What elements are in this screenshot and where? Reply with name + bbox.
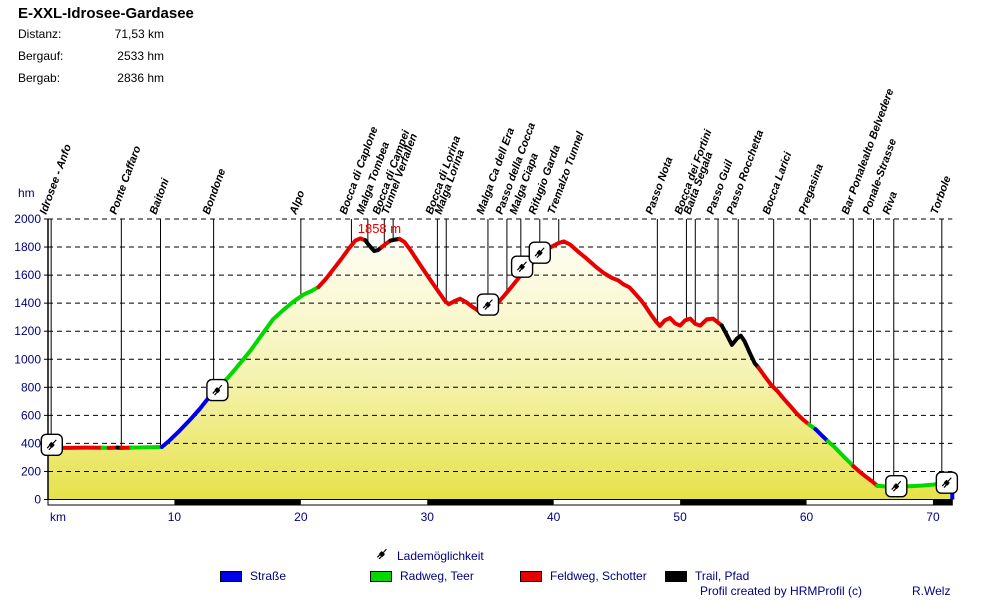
- profile-segment-radweg: [214, 285, 321, 391]
- x-tick-label: 60: [800, 510, 814, 524]
- scale-bar-black-segment: [680, 499, 807, 505]
- footer-credit: Profil created by HRMProfil (c): [700, 584, 863, 598]
- y-tick-label: 1800: [14, 240, 41, 254]
- profile-segment-trail: [363, 238, 384, 253]
- profile-segment-strasse: [813, 427, 830, 444]
- legend-radweg-label: Radweg, Teer: [400, 569, 474, 583]
- charge-plug-glyph: [46, 439, 57, 451]
- strasse-color-swatch: [220, 570, 242, 582]
- stat-ascent-label: Bergauf:: [18, 49, 64, 63]
- x-axis-unit-label: km: [50, 510, 66, 524]
- stat-descent-label: Bergab:: [18, 71, 61, 85]
- y-axis-unit-label: hm: [18, 186, 35, 200]
- profile-segment-feldweg: [756, 365, 812, 427]
- scale-bar-black-segment: [174, 499, 301, 505]
- x-axis-scale-bar: 10 20 30 40 50 60 70: [47, 499, 953, 524]
- y-tick-label: 600: [21, 408, 41, 422]
- charge-plug-glyph: [941, 477, 952, 489]
- charge-plug-icon-svg: [376, 548, 387, 560]
- profile-segment-feldweg: [316, 236, 368, 289]
- charge-icon: [40, 433, 63, 457]
- charge-icon: [476, 293, 500, 316]
- profile-segment-feldweg: [397, 236, 724, 328]
- legend-feldweg-label: Feldweg, Schotter: [550, 569, 647, 583]
- legend-strasse-label: Straße: [250, 569, 287, 583]
- charge-icon: [885, 474, 908, 498]
- charge-points: [40, 241, 959, 498]
- legend-item-strasse: Straße: [220, 569, 286, 583]
- legend-charge: Lademöglichkeit: [373, 545, 484, 566]
- legend-trail-label: Trail, Pfad: [695, 569, 750, 583]
- elevation-area-fill: [48, 238, 953, 500]
- x-tick-label: 20: [294, 510, 308, 524]
- stat-descent: Bergab: 2836 hm: [18, 71, 164, 85]
- scale-bar-black-segment: [427, 499, 554, 505]
- y-axis-ticks: 0 200 400 600 800 1000 1200 1400 1600 1800 2000: [14, 212, 48, 507]
- x-tick-label: 40: [547, 510, 561, 524]
- charge-icon: [935, 471, 959, 494]
- y-tick-label: 800: [21, 380, 41, 394]
- profile-segment-feldweg: [851, 464, 880, 488]
- peak-elevation-label: 1858 m: [358, 221, 401, 236]
- page-title: E-XXL-Idrosee-Gardasee: [18, 5, 194, 22]
- stat-distance: Distanz: 71,53 km: [18, 27, 164, 41]
- scale-bar-black-segment: [932, 499, 953, 505]
- legend-item-radweg: Radweg, Teer: [370, 569, 474, 583]
- charge-plug-glyph: [891, 480, 902, 492]
- charge-plug-glyph: [482, 299, 493, 310]
- y-tick-label: 0: [34, 493, 41, 507]
- y-tick-label: 1400: [14, 296, 41, 310]
- profile-segment-radweg: [129, 445, 164, 450]
- profile-segment-trail: [719, 323, 761, 370]
- charge-plug-glyph: [516, 261, 527, 273]
- stat-ascent: Bergauf: 2533 hm: [18, 49, 164, 63]
- charge-icon: [510, 255, 534, 278]
- x-tick-label: 70: [926, 510, 940, 524]
- x-tick-label: 50: [673, 510, 687, 524]
- charge-plug-glyph: [534, 247, 545, 259]
- profile-line: [46, 236, 955, 489]
- charge-plug-glyph: [212, 384, 223, 396]
- y-tick-label: 2000: [14, 212, 41, 226]
- stat-ascent-value: 2533 hm: [117, 49, 164, 63]
- y-tick-label: 1600: [14, 268, 41, 282]
- stat-distance-value: 71,53 km: [114, 27, 164, 41]
- y-tick-label: 200: [21, 464, 41, 478]
- x-tick-label: 10: [168, 510, 182, 524]
- x-tick-label: 30: [421, 510, 435, 524]
- charge-plug-icon: [373, 545, 391, 566]
- stat-distance-label: Distanz:: [18, 27, 62, 41]
- footer-author: R.Welz: [912, 584, 951, 598]
- y-tick-label: 1200: [14, 324, 41, 338]
- legend-item-trail: Trail, Pfad: [665, 569, 749, 583]
- feldweg-color-swatch: [520, 570, 542, 582]
- y-tick-label: 1000: [14, 352, 41, 366]
- charge-plug-glyph: [376, 548, 387, 560]
- stat-descent-value: 2836 hm: [117, 71, 164, 85]
- charge-icon: [206, 378, 229, 402]
- charge-icon: [528, 241, 551, 264]
- profile-segment-radweg: [826, 439, 856, 469]
- trail-color-swatch: [665, 570, 687, 582]
- legend-item-feldweg: Feldweg, Schotter: [520, 569, 647, 583]
- y-tick-label: 400: [21, 436, 41, 450]
- radweg-color-swatch: [370, 570, 392, 582]
- legend-charge-label: Lademöglichkeit: [397, 548, 484, 563]
